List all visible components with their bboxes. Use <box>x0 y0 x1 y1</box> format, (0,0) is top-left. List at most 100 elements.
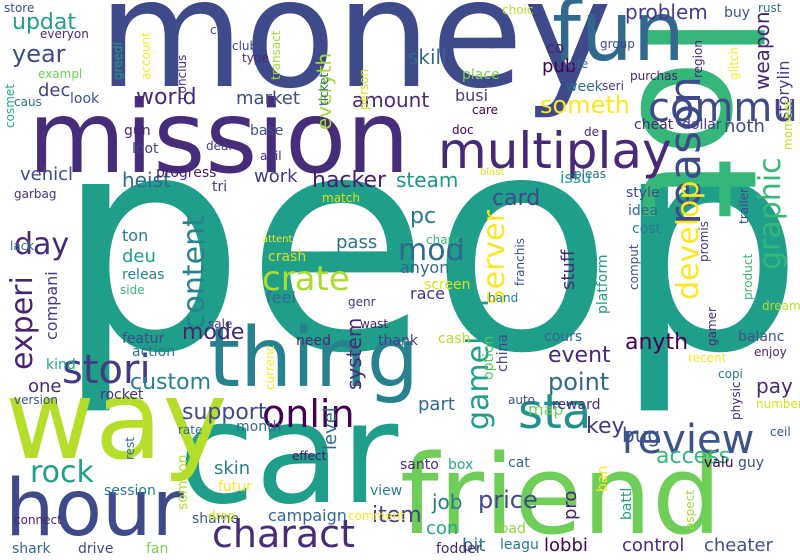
word-rate: rate <box>178 423 203 437</box>
word-account: account <box>139 32 153 80</box>
word-action: action <box>132 344 176 360</box>
word-kind: kind <box>46 357 76 373</box>
word-currenc: currenc <box>263 344 277 390</box>
word-gamer: gamer <box>705 307 719 346</box>
word-pass: pass <box>336 232 378 253</box>
word-glitch: glitch <box>727 46 741 80</box>
word-connect: connect <box>14 513 62 527</box>
word-deu: deu <box>122 246 156 267</box>
word-hacker: hacker <box>312 168 387 193</box>
word-gun: gun <box>124 123 151 139</box>
word-cost: cost <box>632 221 662 237</box>
word-leagu: leagu <box>500 537 539 553</box>
word-everyon: everyon <box>40 27 89 41</box>
word-commun: commun <box>648 85 800 131</box>
word-anyth: anyth <box>625 330 689 355</box>
word-day: day <box>14 227 70 262</box>
word-releas: releas <box>122 267 165 283</box>
word-charact: charact <box>212 512 355 556</box>
word-skill: skill <box>408 45 447 69</box>
word-wast: wast <box>360 317 389 331</box>
word-moment: moment <box>781 99 795 150</box>
word-loot: loot <box>132 141 159 157</box>
word-base: base <box>250 123 284 139</box>
word-rocket: rocket <box>100 387 144 403</box>
word-mod: mod <box>398 233 465 268</box>
word-store: store <box>4 1 35 15</box>
word-garbag: garbag <box>14 187 57 201</box>
word-stuff: stuff <box>558 249 579 290</box>
word-side: side <box>120 283 145 297</box>
word-life: life <box>570 57 589 71</box>
word-look: look <box>70 91 100 107</box>
word-pleas: pleas <box>574 167 606 181</box>
word-sta: sta <box>518 384 592 440</box>
word-lobbi: lobbi <box>544 535 588 556</box>
word-futur: futur <box>218 479 252 495</box>
word-chanc: chanc <box>426 233 462 247</box>
word-physic: physic <box>729 381 743 420</box>
word-skin: skin <box>214 458 251 479</box>
word-dream: dream <box>762 299 800 313</box>
word-bug: bug <box>622 423 661 447</box>
word-access: access <box>656 444 731 469</box>
word-graphic: graphic <box>753 157 788 270</box>
word-ceil: ceil <box>770 425 791 439</box>
word-work: work <box>254 166 298 187</box>
word-job: job <box>432 490 463 514</box>
word-fodder: fodder <box>436 541 482 557</box>
word-point: point <box>548 368 610 396</box>
word-product: product <box>741 253 755 300</box>
word-week: week <box>566 79 603 95</box>
word-steam: steam <box>396 168 459 192</box>
word-hour: hour <box>5 464 184 554</box>
word-busi: busi <box>455 86 489 105</box>
word-abil: abil <box>260 149 282 163</box>
word-caus: caus <box>14 95 42 109</box>
word-issu: issu <box>560 168 592 187</box>
word-event: event <box>548 343 611 368</box>
word-balanc: balanc <box>738 329 785 345</box>
word-doc: doc <box>452 123 474 137</box>
word-santo: santo <box>400 457 439 473</box>
word-compani: compani <box>42 271 61 340</box>
word-buy: buy <box>724 5 751 21</box>
word-franchis: franchis <box>513 238 527 286</box>
word-screen: screen <box>424 277 471 293</box>
word-problem: problem <box>625 0 708 24</box>
word-amount: amount <box>352 88 430 112</box>
word-mission: mission <box>28 79 410 196</box>
word-crate: crate <box>262 259 350 299</box>
word-review: review <box>622 417 755 463</box>
word-cheater: cheater <box>704 535 773 556</box>
word-price: price <box>478 486 538 514</box>
word-battl: battl <box>619 487 635 520</box>
word-card: card <box>492 186 541 211</box>
word-option: option <box>481 335 497 380</box>
word-anyon: anyon <box>400 258 450 277</box>
word-fun: fun <box>552 0 685 80</box>
word-load: load <box>496 521 526 537</box>
word-crash: crash <box>268 249 307 265</box>
word-control: control <box>622 535 685 556</box>
word-de: de <box>584 125 599 139</box>
word-peopl: peopl <box>55 70 800 419</box>
word-aspect: aspect <box>683 490 697 530</box>
word-place: place <box>462 67 500 83</box>
word-club: club <box>232 39 258 53</box>
word-recent: recent <box>688 351 727 365</box>
word-cat: cat <box>508 455 530 471</box>
word-one: one <box>28 376 62 397</box>
word-market: market <box>236 88 300 109</box>
word-progress: progress <box>156 165 217 181</box>
word-type: type <box>242 51 269 65</box>
word-shark: shark <box>12 541 51 557</box>
word-hand: hand <box>488 291 519 305</box>
word-sale: sale <box>208 317 233 331</box>
word-car: car <box>178 373 399 536</box>
word-session: session <box>104 483 156 499</box>
word-amp: amp <box>472 35 499 49</box>
word-exampl: exampl <box>38 67 83 81</box>
word-mode: mode <box>182 320 245 345</box>
